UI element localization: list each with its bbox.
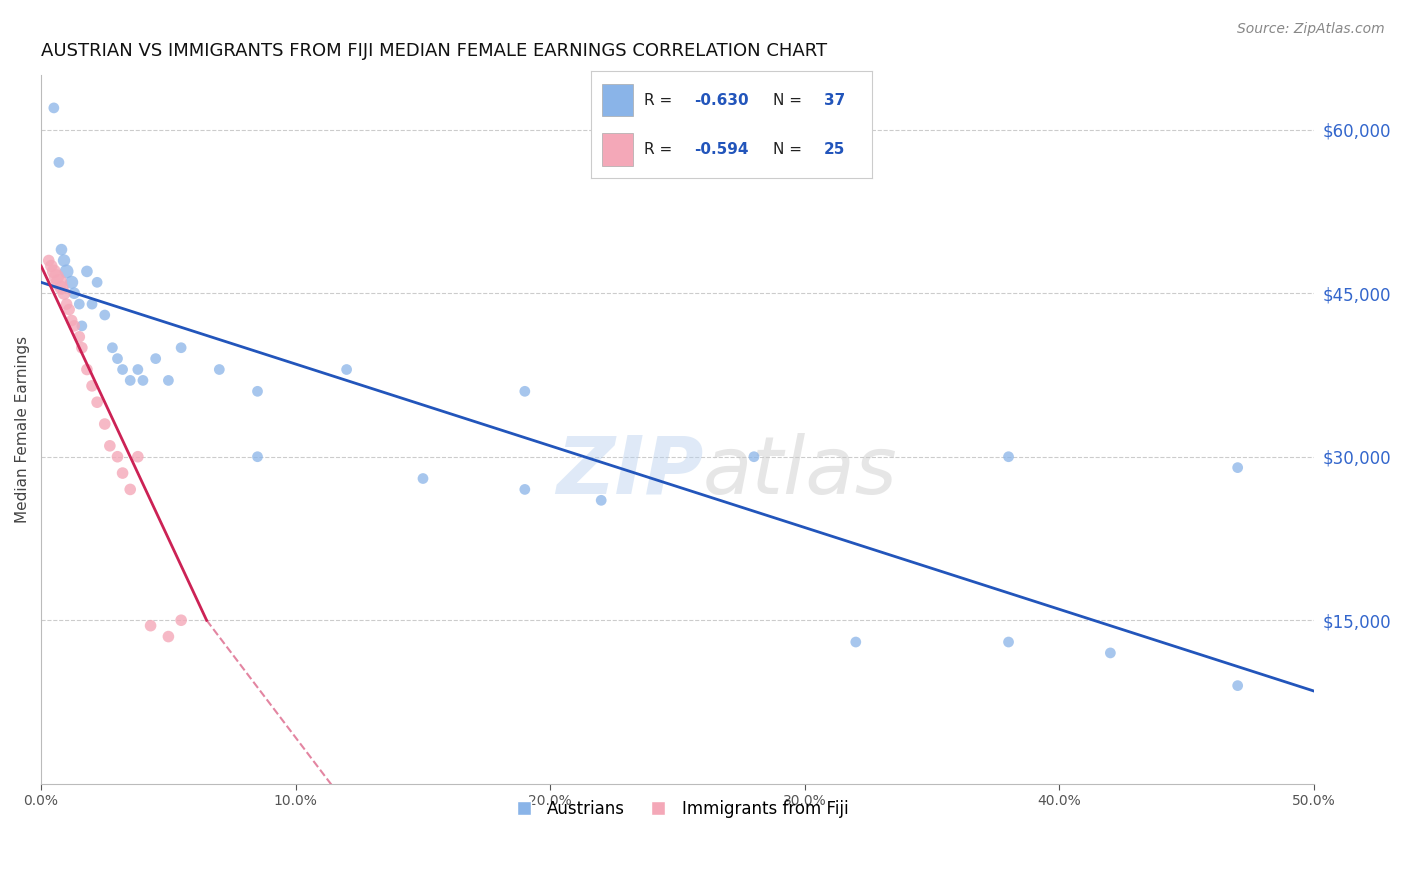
Point [67,330,90,344]
Text: AUSTRIAN VS IMMIGRANTS FROM FIJI MEDIAN FEMALE EARNINGS CORRELATION CHART: AUSTRIAN VS IMMIGRANTS FROM FIJI MEDIAN … [41,42,827,60]
Point [132,373,155,387]
Point [53,286,76,301]
Point [63,286,86,301]
Point [145,351,167,366]
Point [98,439,121,453]
Point [94,417,117,431]
Point [336,362,359,376]
Point [55,264,77,278]
Point [1099,646,1122,660]
Point [76,362,98,376]
Text: ZIP: ZIP [555,433,703,511]
Point [742,450,765,464]
Point [513,384,536,399]
Point [63,318,86,333]
Point [246,450,269,464]
Point [86,275,108,289]
Point [76,264,98,278]
Y-axis label: Median Female Earnings: Median Female Earnings [15,336,30,523]
Point [51,243,73,257]
Point [513,483,536,497]
Point [170,341,193,355]
Point [127,362,149,376]
Point [107,351,129,366]
Point [107,450,129,464]
Text: 37: 37 [824,93,845,108]
Point [120,373,142,387]
Text: atlas: atlas [703,433,898,511]
Point [127,450,149,464]
Point [208,362,231,376]
Point [157,373,180,387]
Point [70,341,93,355]
Point [42,264,65,278]
Point [67,297,90,311]
Text: R =: R = [644,142,678,157]
Point [80,297,103,311]
Point [86,395,108,409]
Point [111,466,134,480]
Point [246,384,269,399]
Text: -0.630: -0.630 [695,93,749,108]
Point [120,483,142,497]
Text: Source: ZipAtlas.com: Source: ZipAtlas.com [1237,22,1385,37]
Point [1226,460,1249,475]
Point [48,275,70,289]
Text: R =: R = [644,93,678,108]
Point [70,318,93,333]
Point [39,259,62,273]
Text: -0.594: -0.594 [695,142,749,157]
Point [53,253,76,268]
Point [58,302,80,317]
Text: 25: 25 [824,142,845,157]
Point [80,379,103,393]
Point [42,101,65,115]
Point [60,275,83,289]
Point [51,281,73,295]
Point [60,313,83,327]
Point [412,471,434,485]
Point [45,269,67,284]
FancyBboxPatch shape [602,84,633,116]
Legend: Austrians, Immigrants from Fiji: Austrians, Immigrants from Fiji [501,794,855,825]
Point [997,635,1019,649]
Point [38,253,60,268]
Text: N =: N = [773,142,807,157]
Point [591,493,613,508]
Point [170,613,193,627]
Point [48,155,70,169]
Point [845,635,868,649]
Text: N =: N = [773,93,807,108]
Point [111,362,134,376]
Point [94,308,117,322]
Point [139,618,162,632]
Point [1226,679,1249,693]
FancyBboxPatch shape [602,134,633,166]
Point [997,450,1019,464]
Point [55,297,77,311]
Point [157,630,180,644]
Point [101,341,124,355]
